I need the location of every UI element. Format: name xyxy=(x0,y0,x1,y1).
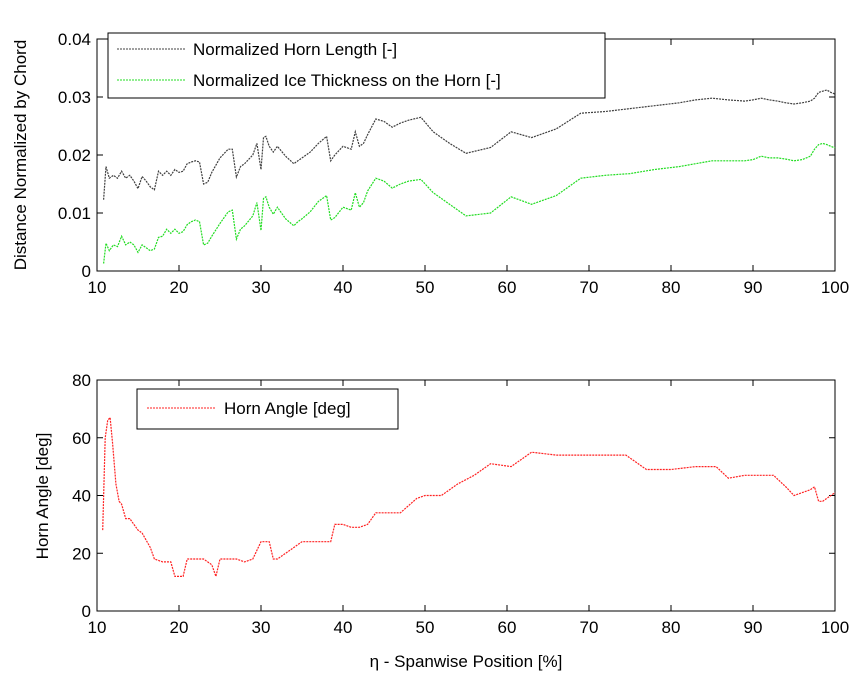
top-y-tick-label: 0 xyxy=(82,262,91,281)
bottom-x-tick-label: 40 xyxy=(334,618,353,637)
top-x-tick-label: 30 xyxy=(252,278,271,297)
top-x-tick-label: 70 xyxy=(580,278,599,297)
bottom-x-tick-label: 70 xyxy=(580,618,599,637)
top-y-tick-label: 0.02 xyxy=(58,146,91,165)
bottom-x-tick-label: 80 xyxy=(662,618,681,637)
top-y-axis-label: Distance Normalized by Chord xyxy=(11,40,30,271)
bottom-y-tick-label: 60 xyxy=(72,429,91,448)
bottom-x-ticks: 10 20 30 40 50 60 70 80 90 100 xyxy=(88,380,849,637)
top-series-lines xyxy=(103,89,836,264)
bottom-y-tick-label: 80 xyxy=(72,371,91,390)
top-y-ticks: 0 0.01 0.02 0.03 0.04 xyxy=(58,30,835,281)
top-x-tick-label: 20 xyxy=(170,278,189,297)
bottom-x-axis-label: η - Spanwise Position [%] xyxy=(370,652,563,671)
top-x-ticks: 10 20 30 40 50 60 70 80 90 100 xyxy=(88,39,849,297)
bottom-legend-box xyxy=(136,388,399,430)
bottom-y-tick-label: 0 xyxy=(82,602,91,621)
bottom-chart: 0 20 40 60 80 10 20 30 40 50 60 70 80 90 100 Horn Ang… xyxy=(33,371,849,671)
top-series-line-0 xyxy=(103,89,836,200)
top-x-tick-label: 50 xyxy=(416,278,435,297)
legend-label-ice-thickness: Normalized Ice Thickness on the Horn [-] xyxy=(193,71,501,90)
top-x-tick-label: 60 xyxy=(498,278,517,297)
bottom-y-axis-label: Horn Angle [deg] xyxy=(33,433,52,560)
legend-label-horn-length: Normalized Horn Length [-] xyxy=(193,40,397,59)
top-y-tick-label: 0.04 xyxy=(58,30,91,49)
legend-label-horn-angle: Horn Angle [deg] xyxy=(224,399,351,418)
top-y-tick-label: 0.01 xyxy=(58,204,91,223)
top-x-tick-label: 40 xyxy=(334,278,353,297)
bottom-legend: Horn Angle [deg] xyxy=(136,388,399,430)
top-x-tick-label: 10 xyxy=(88,278,107,297)
bottom-x-tick-label: 90 xyxy=(744,618,763,637)
top-series-line-1 xyxy=(103,142,836,264)
top-y-tick-label: 0.03 xyxy=(58,88,91,107)
bottom-series-lines xyxy=(102,416,836,579)
top-x-tick-label: 100 xyxy=(821,278,849,297)
bottom-x-tick-label: 20 xyxy=(170,618,189,637)
top-x-tick-label: 90 xyxy=(744,278,763,297)
top-legend: Normalized Horn Length [-] Normalized Ic… xyxy=(107,32,606,99)
bottom-series-line-0 xyxy=(102,416,836,579)
bottom-x-tick-label: 10 xyxy=(88,618,107,637)
bottom-x-tick-label: 60 xyxy=(498,618,517,637)
bottom-y-tick-label: 40 xyxy=(72,487,91,506)
bottom-x-tick-label: 100 xyxy=(821,618,849,637)
bottom-x-tick-label: 50 xyxy=(416,618,435,637)
top-legend-box xyxy=(107,32,606,99)
top-chart: 00.010.020.030.04 10 20 30 40 50 60 70 80 90 100 … xyxy=(11,30,849,297)
top-x-tick-label: 80 xyxy=(662,278,681,297)
bottom-x-tick-label: 30 xyxy=(252,618,271,637)
bottom-y-tick-label: 20 xyxy=(72,544,91,563)
bottom-y-ticks: 0 20 40 60 80 xyxy=(72,371,835,621)
